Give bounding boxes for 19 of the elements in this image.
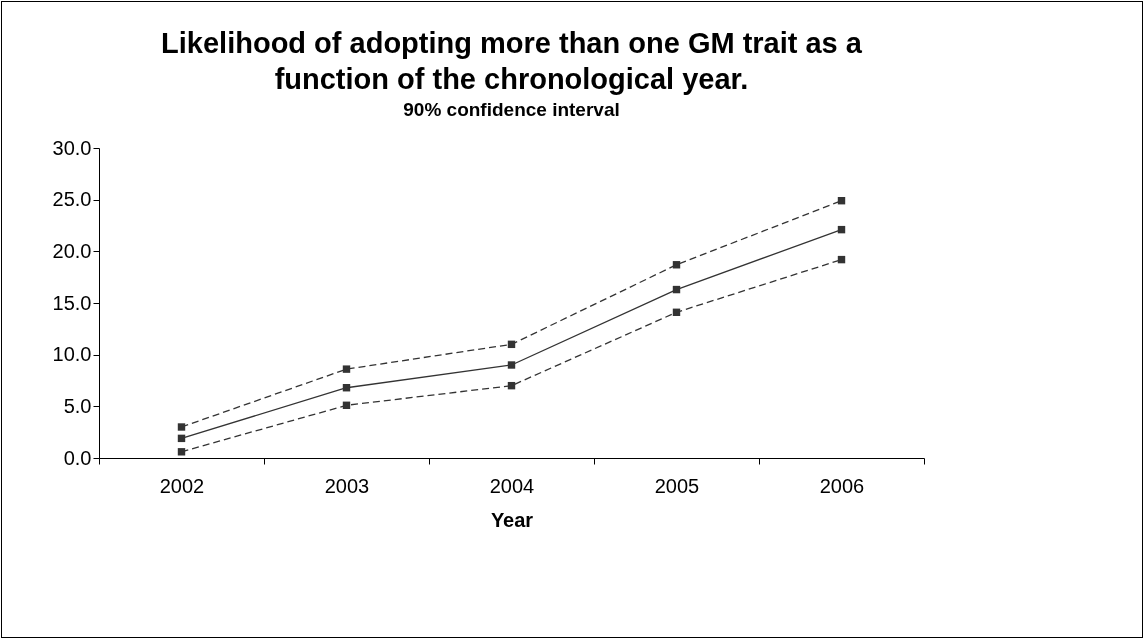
x-tick-label: 2005 — [654, 474, 700, 497]
y-tick-label: 25.0 — [52, 188, 92, 211]
x-tick-label: 2002 — [159, 474, 205, 497]
x-tick-label: 2006 — [819, 474, 865, 497]
y-tick-label: 0.0 — [63, 446, 92, 469]
x-tick-label: 2003 — [324, 474, 370, 497]
y-tick-label: 5.0 — [63, 394, 92, 417]
point — [177, 423, 186, 431]
chart-subtitle: 90% confidence interval — [403, 99, 620, 120]
point — [507, 361, 516, 369]
x-tick-label: 2004 — [489, 474, 535, 497]
point — [342, 365, 351, 373]
y-tick-label: 20.0 — [52, 239, 92, 262]
x-axis-title: Year — [490, 508, 534, 531]
y-tick-label: 15.0 — [52, 291, 92, 314]
y-tick-label: 10.0 — [52, 343, 92, 366]
y-tick-label: 30.0 — [52, 136, 92, 159]
chart-title: Likelihood of adopting more than one GM trait as a function of the chronological year. — [161, 27, 863, 95]
point — [177, 448, 186, 456]
